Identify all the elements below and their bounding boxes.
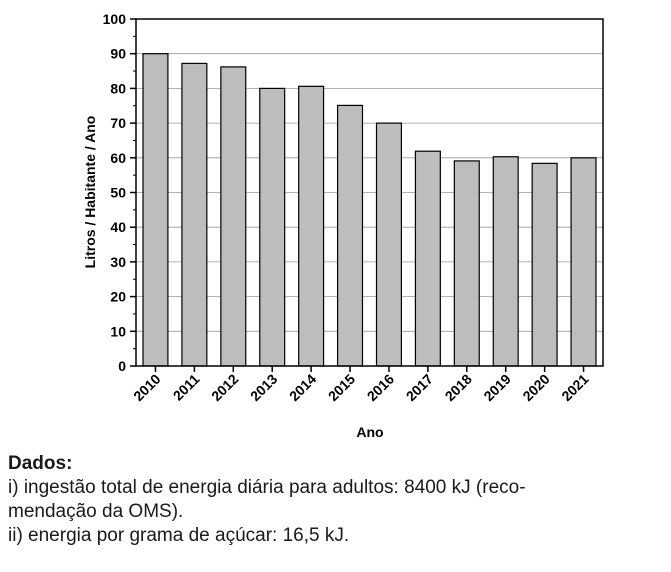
- bar-2020: [531, 162, 558, 367]
- x-tick-label-2012: 2012: [208, 371, 241, 404]
- x-tick-label-2011: 2011: [170, 371, 203, 404]
- notes-line-2: ii) energia por grama de açúcar: 16,5 kJ…: [8, 525, 350, 546]
- y-tick-label: 80: [110, 80, 126, 96]
- y-tick-label: 40: [110, 219, 126, 235]
- y-axis-title: Litros / Habitante / Ano: [82, 116, 98, 269]
- bar-2011: [181, 62, 208, 367]
- y-tick-label: 50: [110, 185, 126, 201]
- bar-2019: [492, 156, 519, 367]
- x-axis-title: Ano: [356, 424, 383, 440]
- y-tick-label: 0: [118, 358, 126, 374]
- bar-2010: [142, 53, 169, 367]
- y-axis-ticks: 0 10 20 30 40 50 60 70 80 90 100: [103, 11, 136, 374]
- x-tick-label-2021: 2021: [558, 371, 591, 404]
- x-axis-ticks: 2010 2011 2012 2013 2014 2015 2016 2017 2018 2019…: [130, 366, 592, 404]
- notes-line-1a: i) ingestão total de energia diária para…: [8, 477, 526, 498]
- x-tick-label-2016: 2016: [364, 371, 397, 404]
- y-tick-label: 10: [110, 323, 126, 339]
- x-tick-label-2017: 2017: [403, 371, 436, 404]
- bar-2013: [259, 87, 286, 367]
- grid-lines: [136, 53, 603, 332]
- bars: [142, 53, 597, 367]
- bar-2021: [570, 157, 597, 367]
- bar-2012: [220, 66, 247, 367]
- data-notes: Dados: i) ingestão total de energia diár…: [8, 452, 668, 548]
- bar-2015: [336, 104, 364, 367]
- y-tick-label: 60: [110, 150, 126, 166]
- x-tick-label-2014: 2014: [286, 371, 319, 404]
- y-tick-label: 30: [110, 254, 126, 270]
- y-tick-label: 20: [110, 289, 126, 305]
- x-tick-label-2015: 2015: [325, 371, 358, 404]
- bar-2014: [298, 85, 325, 367]
- x-tick-label-2013: 2013: [247, 371, 280, 404]
- x-tick-label-2020: 2020: [519, 371, 552, 404]
- bar-2017: [414, 150, 441, 367]
- x-tick-label-2019: 2019: [480, 371, 513, 404]
- x-tick-label-2018: 2018: [442, 371, 475, 404]
- y-tick-label: 100: [103, 11, 127, 27]
- bar-2018: [453, 160, 480, 367]
- y-tick-label: 90: [110, 46, 126, 62]
- x-tick-label-2010: 2010: [130, 371, 163, 404]
- notes-heading: Dados:: [8, 453, 73, 474]
- bar-2016: [375, 122, 403, 367]
- notes-line-1b: mendação da OMS).: [8, 501, 184, 522]
- y-tick-label: 70: [110, 115, 126, 131]
